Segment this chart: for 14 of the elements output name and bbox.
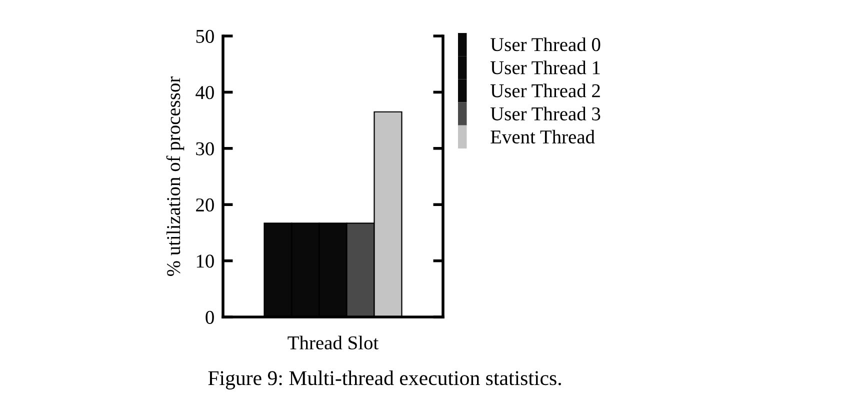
x-axis-title: Thread Slot — [288, 336, 379, 350]
legend-label: User Thread 3 — [490, 106, 600, 120]
legend-label: User Thread 1 — [490, 60, 600, 74]
y-tick-label: 30 — [196, 142, 214, 156]
y-tick-label: 0 — [206, 310, 214, 324]
legend-label: User Thread 2 — [490, 84, 600, 98]
y-tick-label: 20 — [196, 198, 214, 212]
legend-label: User Thread 0 — [490, 37, 600, 52]
y-tick-label: 10 — [196, 254, 214, 268]
caption: Figure 9: Multi-thread execution statistics. — [208, 370, 561, 390]
y-axis-title: % utilization of processor — [166, 76, 184, 276]
legend-label: Event Thread — [490, 130, 595, 144]
y-tick-label: 40 — [196, 86, 214, 100]
y-tick-label: 50 — [196, 30, 214, 43]
